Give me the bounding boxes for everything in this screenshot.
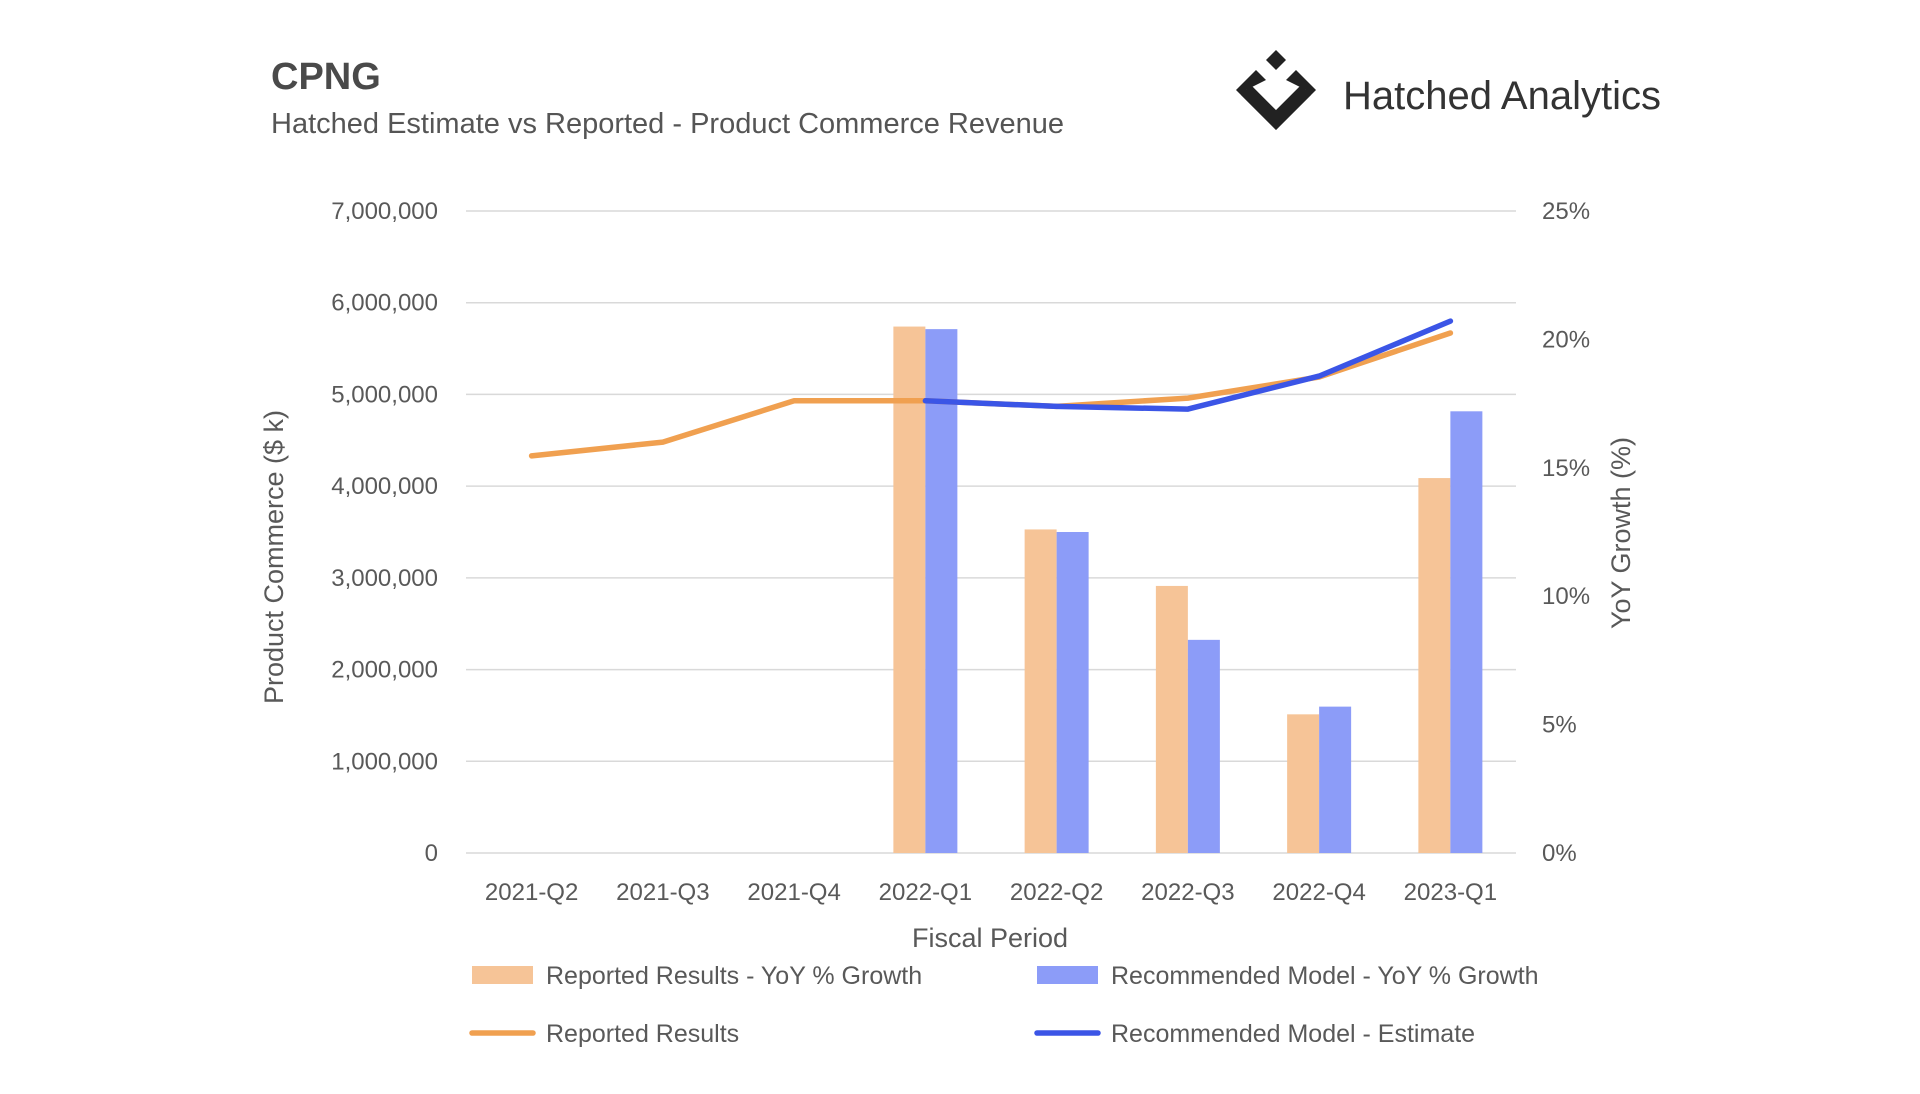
x-tick-label: 2022-Q4 xyxy=(1272,879,1365,906)
legend: Reported Results - YoY % Growth Recommend… xyxy=(469,962,1539,1048)
y-tick-label: 4,000,000 xyxy=(331,473,438,500)
bar xyxy=(893,326,926,853)
bar xyxy=(925,329,958,853)
chart-title: CPNG xyxy=(271,56,381,98)
y2-tick-label: 20% xyxy=(1542,326,1590,353)
bar xyxy=(1319,706,1352,853)
y-tick-label: 0 xyxy=(425,840,438,867)
legend-label: Recommended Model - YoY % Growth xyxy=(1111,962,1539,990)
y2-tick-label: 0% xyxy=(1542,840,1577,867)
legend-swatch xyxy=(472,966,533,984)
x-tick-label: 2022-Q2 xyxy=(1010,879,1103,906)
x-tick-label: 2021-Q3 xyxy=(616,879,709,906)
bar xyxy=(1418,478,1451,853)
bar xyxy=(1450,411,1483,853)
y2-axis-ticks: 0% 5% 10% 15% 20% 25% xyxy=(1542,198,1590,867)
y-axis-title: Product Commerce ($ k) xyxy=(259,410,289,704)
legend-label: Reported Results - YoY % Growth xyxy=(546,962,922,990)
legend-label: Reported Results xyxy=(546,1020,739,1048)
y2-tick-label: 25% xyxy=(1542,198,1590,225)
bar xyxy=(1155,585,1188,853)
series-line xyxy=(922,318,1454,412)
x-tick-label: 2021-Q2 xyxy=(485,879,578,906)
legend-swatch xyxy=(1037,966,1098,984)
y-tick-label: 1,000,000 xyxy=(331,748,438,775)
brand-name: Hatched Analytics xyxy=(1343,74,1661,118)
x-axis-title: Fiscal Period xyxy=(912,923,1068,953)
bars xyxy=(893,326,1483,853)
y-axis-ticks: 0 1,000,000 2,000,000 3,000,000 4,000,000 5,0… xyxy=(331,198,438,867)
chart-subtitle: Hatched Estimate vs Reported - Product C… xyxy=(271,108,1065,140)
gridlines xyxy=(466,210,1516,854)
y2-tick-label: 10% xyxy=(1542,583,1590,610)
x-tick-label: 2021-Q4 xyxy=(747,879,840,906)
y2-axis-title: YoY Growth (%) xyxy=(1606,437,1636,629)
y-tick-label: 3,000,000 xyxy=(331,565,438,592)
bar xyxy=(1024,529,1057,853)
y-tick-label: 5,000,000 xyxy=(331,381,438,408)
x-tick-label: 2022-Q1 xyxy=(879,879,972,906)
series-lines xyxy=(528,318,1454,459)
x-tick-label: 2022-Q3 xyxy=(1141,879,1234,906)
bar xyxy=(1056,532,1089,853)
hatched-diamond-logo-icon xyxy=(1236,50,1316,130)
y-tick-label: 2,000,000 xyxy=(331,657,438,684)
x-tick-label: 2023-Q1 xyxy=(1404,879,1497,906)
y2-tick-label: 15% xyxy=(1542,455,1590,482)
bar xyxy=(1287,714,1320,853)
legend-label: Recommended Model - Estimate xyxy=(1111,1020,1475,1048)
x-axis-ticks: 2021-Q2 2021-Q3 2021-Q4 2022-Q1 2022-Q2 2022-… xyxy=(485,879,1497,906)
bar xyxy=(1187,639,1220,853)
y-tick-label: 6,000,000 xyxy=(331,290,438,317)
y2-tick-label: 5% xyxy=(1542,712,1577,739)
y-tick-label: 7,000,000 xyxy=(331,198,438,225)
